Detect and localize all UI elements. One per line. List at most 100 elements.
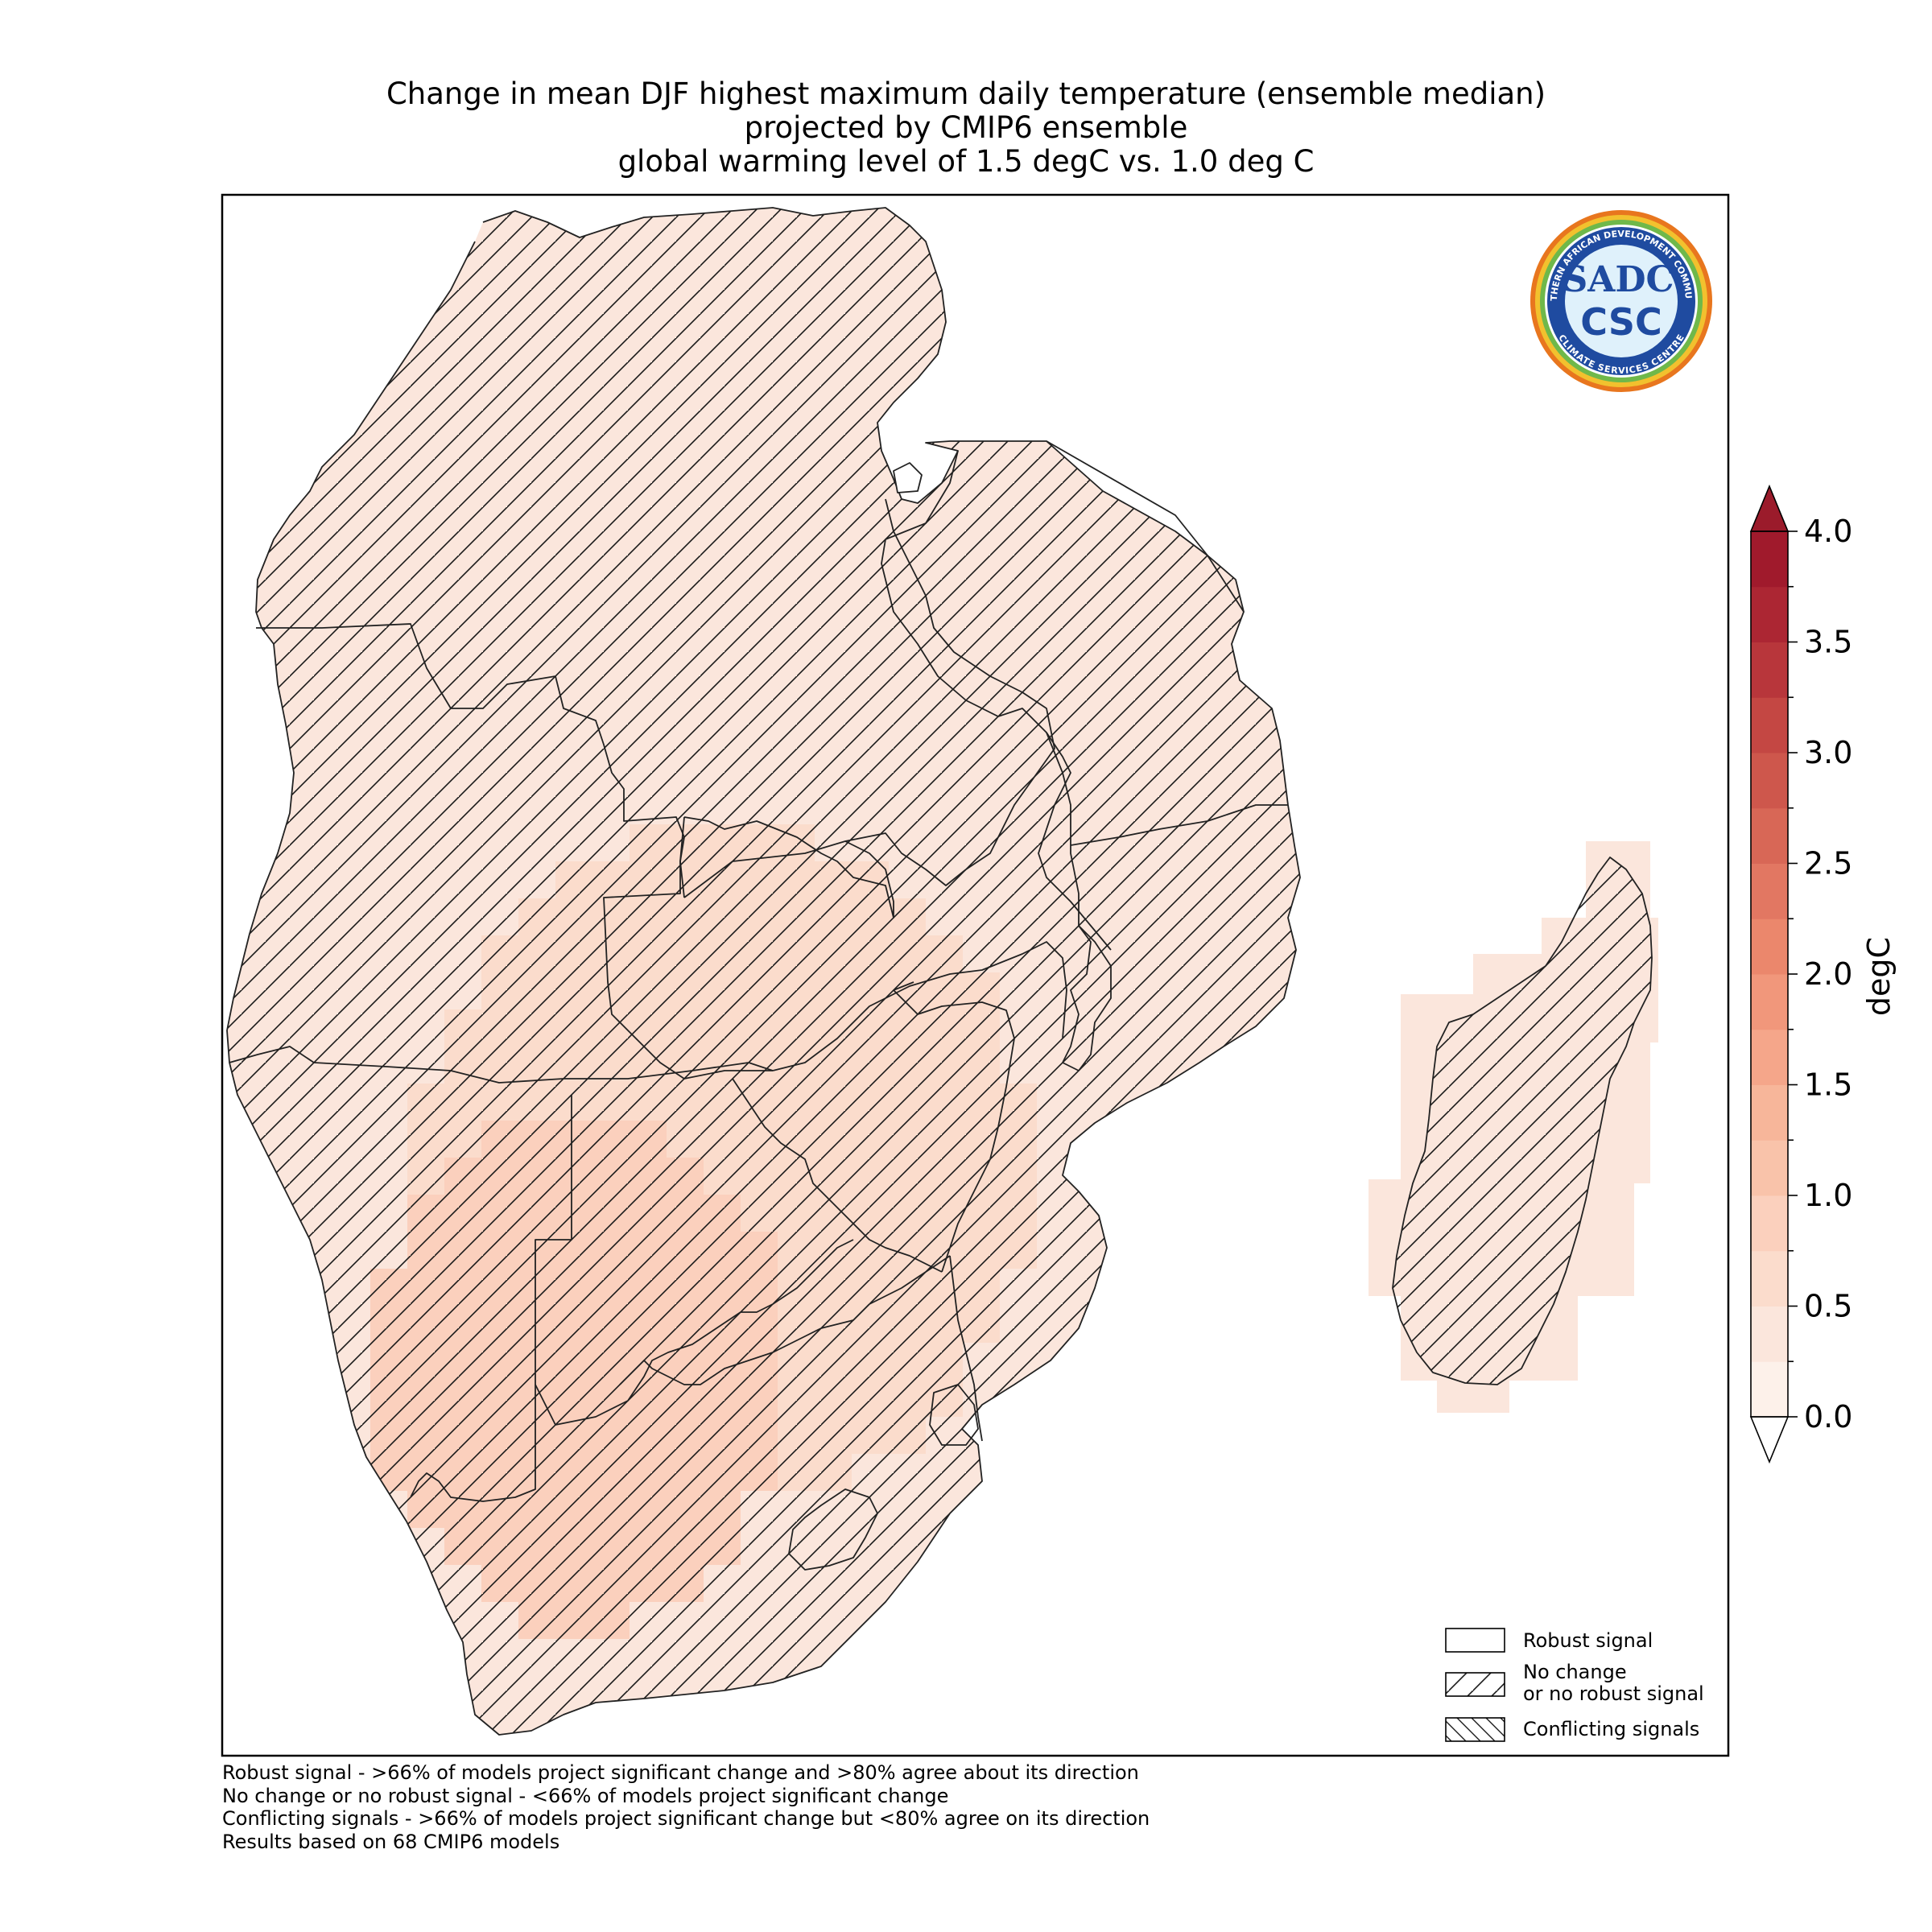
field-cell [259, 1491, 297, 1529]
field-cell [1185, 1380, 1223, 1418]
field-cell [1296, 750, 1300, 788]
map-title: Change in mean DJF highest maximum daily… [0, 77, 1932, 179]
border-zambia-angola-w [603, 816, 773, 1080]
field-cell [889, 1676, 927, 1714]
field-cell [1074, 1713, 1112, 1735]
field-cell [1148, 417, 1186, 455]
field-cell [1296, 565, 1300, 603]
border-zimbabwe-moz [893, 981, 1015, 1273]
colorbar-tick-label: 3.5 [1804, 625, 1852, 660]
field-cell [1185, 1306, 1223, 1344]
field-cell [1074, 1639, 1112, 1677]
field-cell [1074, 1454, 1112, 1492]
field-cell [259, 1565, 297, 1603]
field-cell [1296, 1565, 1300, 1603]
field-cell [1000, 269, 1038, 307]
logo-mark-top: SADC [1562, 259, 1674, 300]
field-cell [1111, 306, 1149, 344]
field-cell [259, 380, 297, 418]
field-cell [1037, 208, 1075, 233]
field-cell [1111, 1528, 1149, 1566]
field-cell [1074, 1602, 1112, 1640]
field-cell [1037, 380, 1075, 418]
lake-victoria-gap [893, 462, 923, 493]
field-cell [1296, 454, 1300, 492]
field-cell [1296, 1121, 1300, 1158]
field-cell [296, 269, 334, 307]
field-cell [407, 1602, 445, 1640]
field-cell [370, 269, 408, 307]
field-cell [259, 1306, 297, 1344]
field-cell [1185, 1269, 1223, 1307]
field-cell [1259, 1380, 1297, 1418]
field-cell [227, 1232, 260, 1269]
field-cell [1296, 306, 1300, 344]
field-cell [1148, 232, 1186, 270]
field-cell [1259, 1602, 1297, 1640]
field-cell [333, 208, 371, 233]
field-cell [1148, 1343, 1186, 1381]
border-malawi [1046, 732, 1112, 1071]
field-cell [1222, 1380, 1260, 1418]
footnote-robust: Robust signal - >66% of models project s… [222, 1761, 1139, 1784]
legend-swatch-conflicting [1445, 1717, 1505, 1742]
field-cell [296, 232, 334, 270]
field-cell [1296, 1713, 1300, 1735]
logo-mark-bottom: CSC [1580, 300, 1662, 344]
field-cell [963, 269, 1001, 307]
field-cell [1296, 676, 1300, 714]
field-cell [1259, 1046, 1297, 1084]
colorbar-segment [1751, 1195, 1788, 1252]
colorbar-tick-label: 2.5 [1804, 846, 1852, 881]
field-cell [1259, 1343, 1297, 1381]
field-cell [1148, 1306, 1186, 1344]
field-cell [1185, 1232, 1223, 1269]
field-cell [227, 306, 260, 344]
field-cell [1111, 1269, 1149, 1307]
field-cell [1111, 1121, 1149, 1158]
field-cell [227, 1491, 260, 1529]
field-cell [1111, 380, 1149, 418]
field-cell [963, 1565, 1001, 1603]
colorbar-segment [1751, 1361, 1788, 1418]
field-cell [1111, 208, 1149, 233]
field-cell [1000, 208, 1038, 233]
legend-label-conflicting: Conflicting signals [1523, 1718, 1699, 1740]
field-cell [227, 491, 260, 529]
field-cell [1222, 1158, 1260, 1195]
field-cell [1259, 1306, 1297, 1344]
field-cell [1222, 1491, 1260, 1529]
legend-label-no-change-2: or no robust signal [1523, 1682, 1704, 1705]
border-botswana-zimbabwe [732, 1078, 943, 1273]
field-cell [333, 306, 371, 344]
field-cell [259, 306, 297, 344]
field-cell [1296, 1306, 1300, 1344]
field-cell [889, 1639, 927, 1677]
field-cell [296, 208, 334, 233]
field-cell [1222, 343, 1260, 381]
border-drc-angola [256, 623, 685, 898]
field-cell [555, 208, 593, 233]
legend-swatch-no-change [1445, 1672, 1505, 1697]
title-line-3: global warming level of 1.5 degC vs. 1.0… [617, 144, 1315, 179]
field-cell [333, 1713, 371, 1735]
field-cell [259, 1269, 297, 1307]
border-tanzania [881, 450, 1112, 951]
field-cell [1222, 1565, 1260, 1603]
field-cell [1148, 1676, 1186, 1714]
field-cell [889, 1602, 927, 1640]
field-cell [1185, 1713, 1223, 1735]
field-cell [1074, 380, 1112, 418]
field-cell [555, 1713, 593, 1735]
field-cell [227, 1195, 260, 1232]
field-cell [370, 208, 408, 233]
field-cell [1111, 232, 1149, 270]
field-cell [1148, 269, 1186, 307]
field-cell [296, 1602, 334, 1640]
field-cell [778, 1713, 815, 1735]
hatching-mainland [227, 208, 1300, 1735]
field-cell [296, 1565, 334, 1603]
field-cell [1296, 528, 1300, 566]
field-cell [1296, 1676, 1300, 1714]
madagascar-coast [1392, 857, 1653, 1385]
